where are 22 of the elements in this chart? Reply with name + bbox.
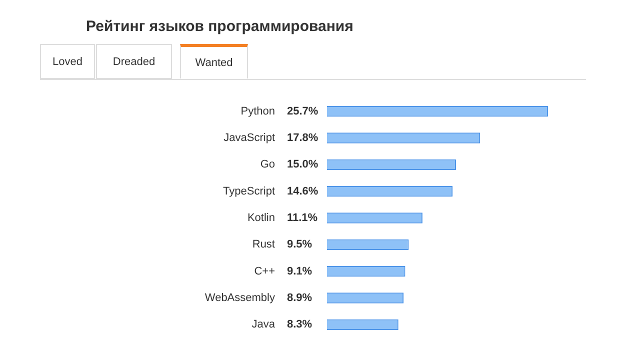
data-label: 9.1%: [287, 265, 312, 278]
data-label: 9.5%: [287, 238, 312, 251]
text: Wanted: [180, 44, 248, 79]
y-tick-label: Go: [260, 158, 275, 171]
y-tick-label: Java: [252, 318, 276, 331]
data-label: 8.9%: [287, 292, 312, 304]
data-label: 8.3%: [287, 318, 312, 331]
data-label: 17.8%: [287, 132, 318, 144]
y-tick-label: JavaScript: [224, 132, 275, 144]
chart-title: Рейтинг языков программирования: [86, 18, 354, 35]
y-tick-label: C++: [254, 265, 275, 278]
text: Loved: [40, 44, 95, 79]
data-label: 14.6%: [287, 185, 318, 198]
y-tick-label: Python: [240, 105, 275, 118]
text: Dreaded: [96, 44, 172, 79]
y-tick-label: TypeScript: [223, 185, 275, 198]
data-label: 25.7%: [287, 105, 318, 118]
y-tick-label: WebAssembly: [204, 292, 276, 304]
y-tick-label: Rust: [252, 238, 275, 251]
y-tick-label: Kotlin: [247, 212, 275, 224]
data-label: 15.0%: [287, 158, 318, 171]
data-label: 11.1%: [287, 212, 318, 224]
